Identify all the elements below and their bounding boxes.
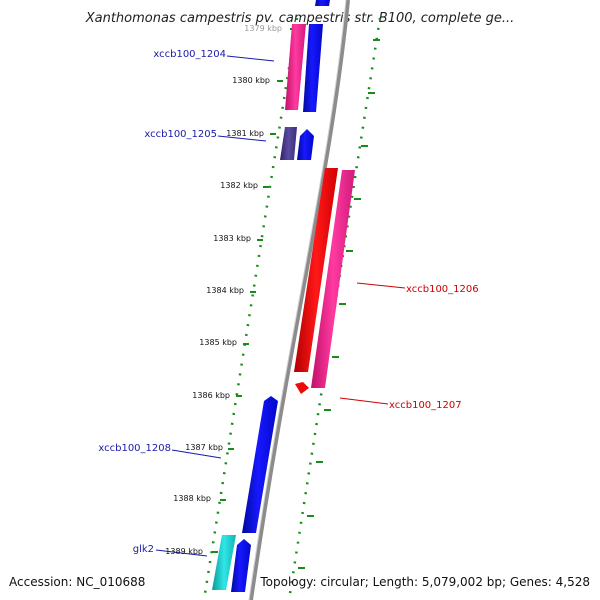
gene-bar-xccb100-1206-pink[interactable] bbox=[311, 170, 355, 388]
scale-label-1382: 1382 kbp bbox=[220, 181, 258, 190]
leader-xccb100-1207 bbox=[339, 397, 389, 405]
outer-tick-ring bbox=[287, 17, 382, 600]
leader-xccb100-1204 bbox=[226, 55, 275, 62]
genome-backbone bbox=[249, 0, 350, 600]
gene-label-xccb100-1204[interactable]: xccb100_1204 bbox=[153, 49, 226, 60]
genome-backbone-highlight bbox=[248, 0, 347, 600]
gene-label-glk2[interactable]: glk2 bbox=[133, 544, 154, 555]
scale-label-1389: 1389 kbp bbox=[165, 547, 203, 556]
gene-bar-xccb100-1205-forward[interactable] bbox=[297, 129, 314, 160]
leader-xccb100-1208 bbox=[171, 449, 222, 459]
gene-bar-xccb100-1204[interactable] bbox=[285, 24, 306, 110]
leader-xccb100-1206 bbox=[356, 282, 406, 289]
map-title: Xanthomonas campestris pv. campestris st… bbox=[85, 11, 515, 26]
gene-bar-top-forward[interactable] bbox=[315, 0, 330, 6]
gene-label-xccb100-1207[interactable]: xccb100_1207 bbox=[389, 400, 462, 411]
gene-bar-xccb100-1208[interactable] bbox=[242, 396, 278, 533]
genome-summary-text: Topology: circular; Length: 5,079,002 bp… bbox=[259, 575, 590, 589]
scale-label-1379: 1379 kbp bbox=[244, 24, 282, 33]
scale-label-1387: 1387 kbp bbox=[185, 443, 223, 452]
scale-label-1385: 1385 kbp bbox=[199, 338, 237, 347]
gene-bar-glk2-forward[interactable] bbox=[231, 539, 251, 592]
leader-xccb100-1205 bbox=[217, 135, 267, 142]
leader-glk2 bbox=[155, 549, 208, 557]
scale-label-1380: 1380 kbp bbox=[232, 76, 270, 85]
gene-bar-top-forward-2[interactable] bbox=[303, 24, 323, 112]
scale-label-1386: 1386 kbp bbox=[192, 391, 230, 400]
gene-bar-xccb100-1207[interactable] bbox=[295, 382, 309, 394]
gene-bar-glk2[interactable] bbox=[212, 535, 236, 590]
outer-major-ticks bbox=[298, 39, 380, 569]
gene-label-xccb100-1206[interactable]: xccb100_1206 bbox=[406, 284, 479, 295]
gene-label-xccb100-1208[interactable]: xccb100_1208 bbox=[98, 443, 171, 454]
gene-label-xccb100-1205[interactable]: xccb100_1205 bbox=[144, 129, 217, 140]
gene-bar-xccb100-1206[interactable] bbox=[294, 168, 338, 372]
scale-label-1388: 1388 kbp bbox=[173, 494, 211, 503]
scale-label-1383: 1383 kbp bbox=[213, 234, 251, 243]
inner-tick-ring bbox=[202, 17, 299, 600]
gene-bar-xccb100-1205[interactable] bbox=[280, 127, 297, 160]
scale-label-1381: 1381 kbp bbox=[226, 129, 264, 138]
accession-text: Accession: NC_010688 bbox=[9, 575, 145, 589]
scale-label-1384: 1384 kbp bbox=[206, 286, 244, 295]
